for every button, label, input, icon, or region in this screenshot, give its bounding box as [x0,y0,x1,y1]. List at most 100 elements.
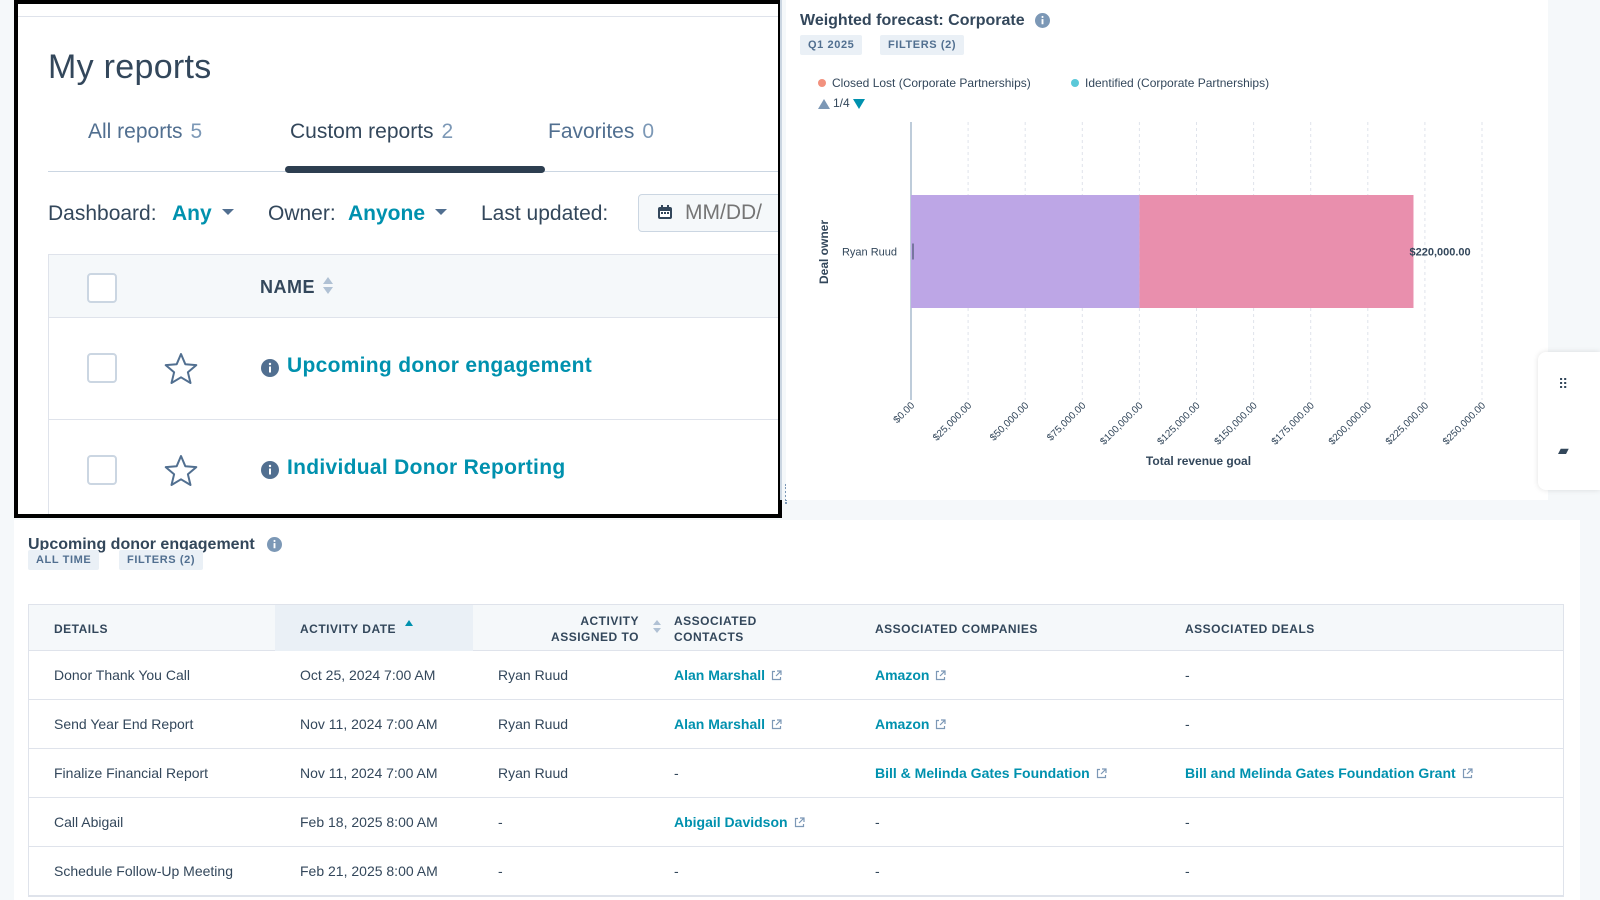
name-column-header[interactable]: NAME [260,277,333,298]
table-row: Donor Thank You Call Oct 25, 2024 7:00 AM… [29,651,1563,700]
assigned-cell: Ryan Ruud [498,716,568,732]
deal-cell: - [1185,863,1190,879]
panel-divider [780,0,782,500]
grid-icon[interactable]: ⠿ [1558,376,1569,392]
table-row: Finalize Financial Report Nov 11, 2024 7:… [29,749,1563,798]
assigned-cell: - [498,814,503,830]
engagement-table: DETAILS ACTIVITY DATE ACTIVITY ASSIGNED T… [28,604,1564,897]
legend-page-label: 1/4 [833,96,850,110]
date-range-tag[interactable]: ALL TIME [28,550,100,570]
contact-cell[interactable]: Alan Marshall [674,667,782,683]
table-row: Upcoming donor engagement [49,318,778,420]
company-text: Bill & Melinda Gates Foundation [875,765,1090,781]
table-body: Donor Thank You Call Oct 25, 2024 7:00 AM… [29,651,1563,896]
info-icon[interactable] [261,359,279,377]
info-icon[interactable] [267,537,283,553]
header-label: ASSOCIATED [674,614,757,628]
chart-title: Weighted forecast: Corporate [800,12,1051,30]
last-updated-date-field[interactable] [638,194,778,232]
sort-ascending-icon [405,620,413,626]
header-label: DETAILS [54,622,108,636]
date-range-tag[interactable]: Q1 2025 [800,35,863,55]
company-cell: - [875,863,880,879]
info-icon[interactable] [1035,13,1051,29]
row-checkbox[interactable] [87,353,117,383]
activity-date-column-header[interactable]: ACTIVITY DATE [275,605,473,651]
owner-filter-dropdown[interactable]: Anyone [348,202,448,226]
x-tick-label: $0.00 [892,400,918,426]
companies-column-header[interactable]: ASSOCIATED COMPANIES [875,605,1185,651]
company-cell[interactable]: Amazon [875,667,947,683]
deal-cell[interactable]: Bill and Melinda Gates Foundation Grant [1185,765,1473,781]
tab-custom-reports[interactable]: Custom reports 2 [290,120,453,144]
dashboard-filter-dropdown[interactable]: Any [172,202,234,226]
header-label: ACTIVITY [580,614,639,628]
legend-prev-icon[interactable] [818,98,830,109]
assigned-text: - [498,814,503,830]
external-link-icon [771,719,782,729]
date-text: Feb 18, 2025 8:00 AM [300,814,438,830]
active-tab-indicator [285,166,545,173]
favorite-star-icon[interactable] [163,351,199,387]
table-header: NAME [49,254,778,318]
x-tick-label: $75,000.00 [1045,400,1088,443]
contacts-column-header[interactable]: ASSOCIATED CONTACTS [674,605,874,651]
contact-text: Alan Marshall [674,716,766,732]
bar-chart: $0.00 $25,000.00 $50,000.00 $75,000.00 $100,… [817,122,1488,468]
x-axis-title: Total revenue goal [1146,454,1251,468]
legend-pager: 1/4 [818,96,865,110]
external-link-icon [771,670,782,680]
deal-cell: - [1185,667,1190,683]
details-column-header[interactable]: DETAILS [29,605,275,651]
bar-segment[interactable] [911,195,1140,308]
legend-item[interactable]: Identified (Corporate Partnerships) [1071,76,1269,90]
report-filters: Dashboard: Any Owner: Anyone Last update… [48,192,778,240]
filters-tag[interactable]: FILTERS (2) [880,35,965,55]
contact-cell: - [674,765,679,781]
contact-text: - [674,765,679,781]
favorite-star-icon[interactable] [163,453,199,489]
details-text: Finalize Financial Report [54,765,209,781]
contact-cell: - [674,863,679,879]
engagement-title: Upcoming donor engagement [28,536,283,554]
forecast-chart-panel: Weighted forecast: Corporate Q1 2025 FIL… [786,0,1548,500]
tab-label: Custom reports [290,120,434,143]
legend-next-icon[interactable] [852,98,865,109]
header-label: ASSOCIATED DEALS [1185,622,1315,636]
date-cell: Feb 21, 2025 8:00 AM [300,863,438,879]
info-icon[interactable] [261,461,279,479]
bar-segment[interactable] [1139,195,1414,308]
feedback-icon[interactable]: ▰ [1558,442,1569,458]
owner-filter-value: Anyone [348,202,426,225]
date-input[interactable] [685,199,778,227]
panel-top-divider [18,16,778,17]
tab-favorites[interactable]: Favorites 0 [548,120,654,144]
details-cell: Finalize Financial Report [54,765,208,781]
category-label: Ryan Ruud [842,247,897,259]
report-name-link[interactable]: Upcoming donor engagement [287,354,593,377]
legend-item[interactable]: Closed Lost (Corporate Partnerships) [818,76,1031,90]
owner-filter-label: Owner: [268,202,336,225]
contact-cell[interactable]: Abigail Davidson [674,814,805,830]
filters-tag[interactable]: FILTERS (2) [119,550,204,570]
assigned-to-column-header[interactable]: ACTIVITY ASSIGNED TO [473,605,673,651]
company-cell[interactable]: Amazon [875,716,947,732]
date-text: Nov 11, 2024 7:00 AM [300,765,438,781]
tab-count: 5 [190,120,203,143]
date-text: Oct 25, 2024 7:00 AM [300,667,436,683]
assigned-text: Ryan Ruud [498,667,569,683]
tab-all-reports[interactable]: All reports 5 [88,120,202,144]
report-name-link[interactable]: Individual Donor Reporting [287,456,566,479]
assigned-text: Ryan Ruud [498,716,569,732]
date-text: Feb 21, 2025 8:00 AM [300,863,438,879]
deals-column-header[interactable]: ASSOCIATED DEALS [1185,605,1545,651]
header-label: ACTIVITY DATE [300,622,397,636]
company-cell[interactable]: Bill & Melinda Gates Foundation [875,765,1107,781]
date-cell: Nov 11, 2024 7:00 AM [300,765,438,781]
table-row: Individual Donor Reporting [49,420,778,514]
engagement-panel: Upcoming donor engagement ALL TIME FILTE… [14,520,1580,900]
row-checkbox[interactable] [87,455,117,485]
contact-cell[interactable]: Alan Marshall [674,716,782,732]
details-cell: Donor Thank You Call [54,667,190,683]
select-all-checkbox[interactable] [87,273,117,303]
